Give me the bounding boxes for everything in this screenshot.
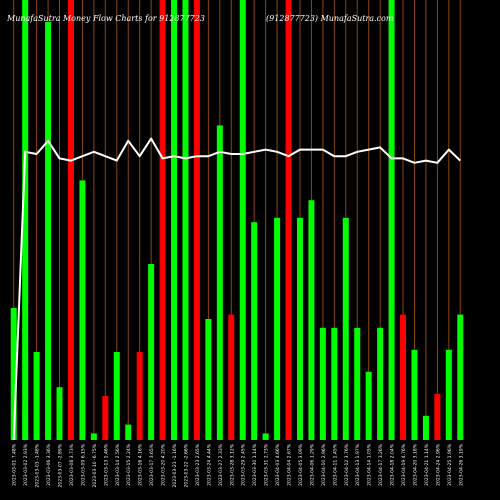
x-tick-label: 2023-04-03 4.66% xyxy=(275,443,281,486)
x-tick-label: 2023-03-02 2.93% xyxy=(23,443,29,486)
bar xyxy=(22,0,29,440)
x-tick-label: 2023-03-17 3.65% xyxy=(149,443,155,486)
chart-header-left: MunafaSutra Money Flow Charts for 912877… xyxy=(7,14,205,23)
x-tick-label: 2023-04-13 1.97% xyxy=(355,443,361,486)
bar xyxy=(342,217,349,440)
x-tick-label: 2023-04-24 2.96% xyxy=(435,443,441,486)
bar xyxy=(228,314,235,440)
x-tick-label: 2023-03-20 4.20% xyxy=(161,443,167,486)
x-tick-labels: 2023-03-01 7.48% 2023-03-02 2.93% 2023-03-… xyxy=(12,443,465,487)
x-tick-label: 2023-04-10 2.96% xyxy=(321,443,327,486)
x-tick-label: 2023-04-05 3.09% xyxy=(298,443,304,486)
bar xyxy=(205,319,212,440)
x-tick-label: 2023-03-30 1.14% xyxy=(252,443,258,486)
bar xyxy=(171,0,178,440)
bars xyxy=(10,0,464,441)
x-tick-label: 2023-03-28 3.12% xyxy=(229,443,235,486)
bar xyxy=(308,200,315,440)
bar xyxy=(354,327,361,440)
bar xyxy=(296,217,303,440)
bar xyxy=(10,308,17,440)
x-tick-label: 2023-04-17 3.26% xyxy=(378,443,384,486)
money-flow-line xyxy=(12,137,461,441)
bar xyxy=(90,433,97,440)
bar xyxy=(45,22,52,440)
x-tick-label: 2023-03-22 -2.66% xyxy=(183,443,189,487)
bar xyxy=(457,314,464,440)
bar xyxy=(182,0,189,440)
bar xyxy=(239,0,246,440)
bar xyxy=(274,217,281,440)
bar xyxy=(434,393,441,440)
bar xyxy=(251,222,258,440)
x-tick-label: 2023-04-12 3.76% xyxy=(344,443,350,486)
bar xyxy=(113,352,120,440)
bar xyxy=(445,349,452,440)
bar xyxy=(411,349,418,440)
x-tick-label: 2023-04-14 1.05% xyxy=(367,443,373,486)
x-tick-label: 2023-03-16 4.16% xyxy=(138,443,144,486)
bar xyxy=(56,387,63,440)
x-tick-label: 2023-03-24 4.44% xyxy=(206,443,212,486)
x-tick-label: 2023-03-10 -6.75% xyxy=(92,443,98,487)
bar xyxy=(67,0,74,440)
x-tick-label: 2023-04-20 3.18% xyxy=(412,443,418,486)
bar xyxy=(400,314,407,440)
bar xyxy=(136,352,143,440)
x-tick-label: 2023-03-03 -1.48% xyxy=(35,443,41,487)
bar xyxy=(285,0,292,440)
x-tick-label: 2023-03-06 3.36% xyxy=(46,443,52,486)
bar xyxy=(159,0,166,440)
x-tick-label: 2023-03-14 2.56% xyxy=(115,443,121,486)
bar xyxy=(377,327,384,440)
x-tick-label: 2023-04-25 1.96% xyxy=(447,443,453,486)
x-tick-label: 2023-03-01 7.48% xyxy=(12,443,18,486)
x-tick-label: 2023-03-23 2.65% xyxy=(195,443,201,486)
chart-header-right: (912877723) MunafaSutra.com xyxy=(266,14,394,23)
x-tick-label: 2023-03-08 3.73% xyxy=(69,443,75,486)
x-tick-label: 2023-04-21 1.14% xyxy=(424,443,430,486)
x-tick-label: 2023-03-27 2.33% xyxy=(218,443,224,486)
bar xyxy=(125,424,132,440)
bar xyxy=(148,264,155,440)
x-tick-label: 2023-03-31 2.73% xyxy=(264,443,270,486)
x-tick-label: 2023-04-19 4.76% xyxy=(401,443,407,486)
bar xyxy=(102,396,109,440)
x-tick-label: 2023-04-11 1.45% xyxy=(332,443,338,486)
bar xyxy=(422,415,429,440)
x-tick-label: 2023-03-15 2.24% xyxy=(126,443,132,486)
bar xyxy=(388,0,395,440)
bar xyxy=(319,327,326,440)
bar xyxy=(79,180,86,440)
bar xyxy=(262,433,269,440)
bar xyxy=(216,125,223,441)
x-tick-label: 2023-03-13 1.46% xyxy=(103,443,109,486)
x-tick-label: 2023-04-18 2.04% xyxy=(390,443,396,486)
x-tick-label: 2023-03-29 2.45% xyxy=(241,443,247,486)
x-tick-label: 2023-03-07 -2.89% xyxy=(58,443,64,487)
x-tick-label: 2023-04-26 3.19% xyxy=(458,443,464,486)
bar xyxy=(365,371,372,440)
bar xyxy=(331,327,338,440)
x-tick-label: 2023-03-09 6.15% xyxy=(80,443,86,486)
money-flow-line-path xyxy=(12,137,461,441)
x-tick-label: 2023-04-06 1.29% xyxy=(309,443,315,486)
bar xyxy=(33,352,40,440)
x-tick-label: 2023-04-04 2.67% xyxy=(287,443,293,486)
bar xyxy=(193,0,200,440)
x-tick-label: 2023-03-21 -1.16% xyxy=(172,443,178,487)
